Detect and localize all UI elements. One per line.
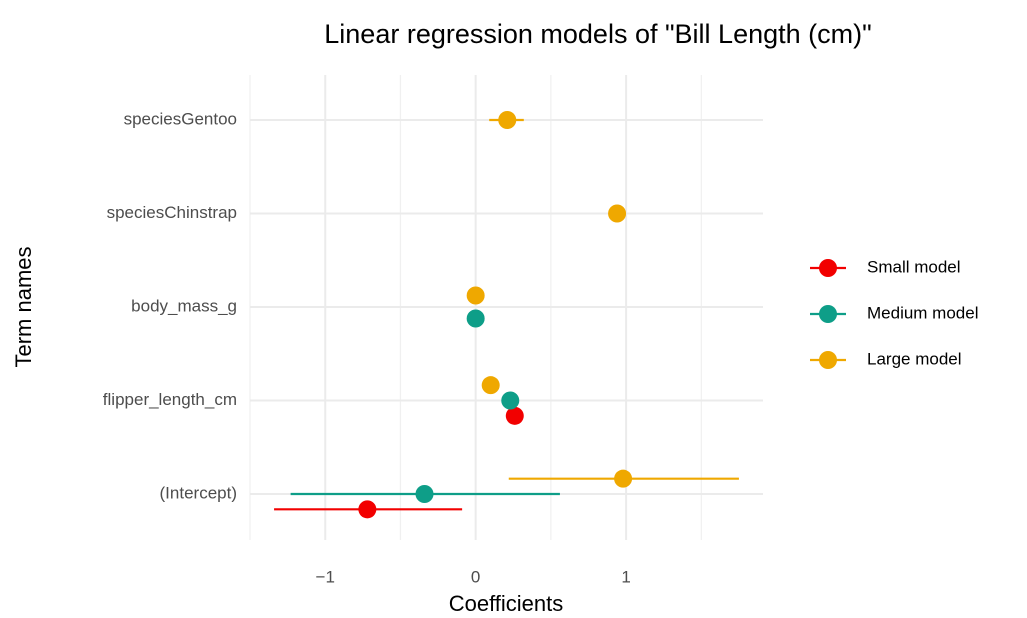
x-tick-label: 1 [621,567,630,586]
point [505,406,524,425]
legend-label: Medium model [867,303,979,322]
point [498,111,517,129]
point [501,391,520,410]
y-tick-label: speciesChinstrap [107,203,237,222]
point [481,376,500,395]
legend-marker [819,305,837,323]
x-axis-label: Coefficients [449,591,564,616]
legend-marker [819,259,837,277]
point [466,286,485,305]
point [614,469,633,488]
legend-label: Large model [867,349,962,368]
legend-marker [819,351,837,369]
point [608,204,627,223]
chart-title: Linear regression models of "Bill Length… [324,19,871,49]
point [415,485,434,503]
y-axis-label: Term names [11,246,36,367]
y-tick-label: flipper_length_cm [103,390,237,409]
y-tick-label: (Intercept) [160,483,237,502]
point [358,500,377,519]
x-tick-label: 0 [471,567,480,586]
y-tick-label: body_mass_g [131,296,237,315]
point [466,309,485,328]
x-tick-label: −1 [316,567,335,586]
legend-label: Small model [867,257,961,276]
y-tick-label: speciesGentoo [124,109,237,128]
